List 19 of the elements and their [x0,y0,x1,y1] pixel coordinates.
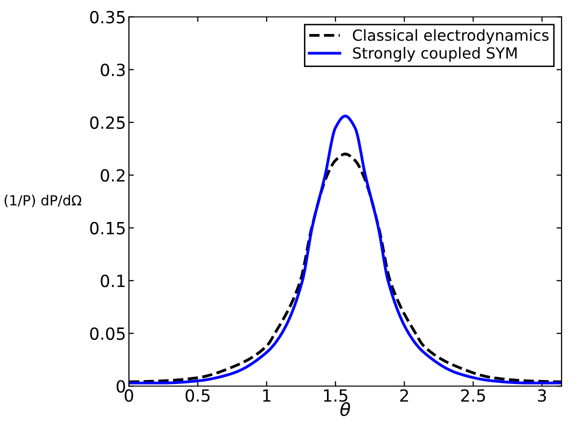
y-tick-label: 0.05 [90,327,125,340]
x-tick-label: 2 [400,389,408,402]
y-tick-label: 0 [116,380,126,393]
x-tick-label: 0.5 [186,389,210,402]
y-tick-label: 0.25 [90,116,125,129]
y-axis-title: (1/P) dP/dΩ [4,194,82,208]
x-tick-label: 0 [124,389,134,402]
x-tick-label: 2.5 [461,389,485,402]
legend-label: Strongly coupled SYM [353,46,517,62]
y-tick-label: 0.35 [90,10,125,24]
y-tick-label: 0.1 [100,274,125,288]
y-tick-label: 0.2 [100,169,124,182]
y-tick-label: 0.15 [90,222,125,234]
x-tick-label: 3 [538,389,546,402]
legend-label: Classical electrodynamics [352,29,549,44]
y-tick-label: 0.3 [100,64,125,76]
x-tick-label: 1 [263,389,270,402]
x-tick-label: 1.5 [324,389,348,402]
x-axis-title: θ [340,402,350,416]
